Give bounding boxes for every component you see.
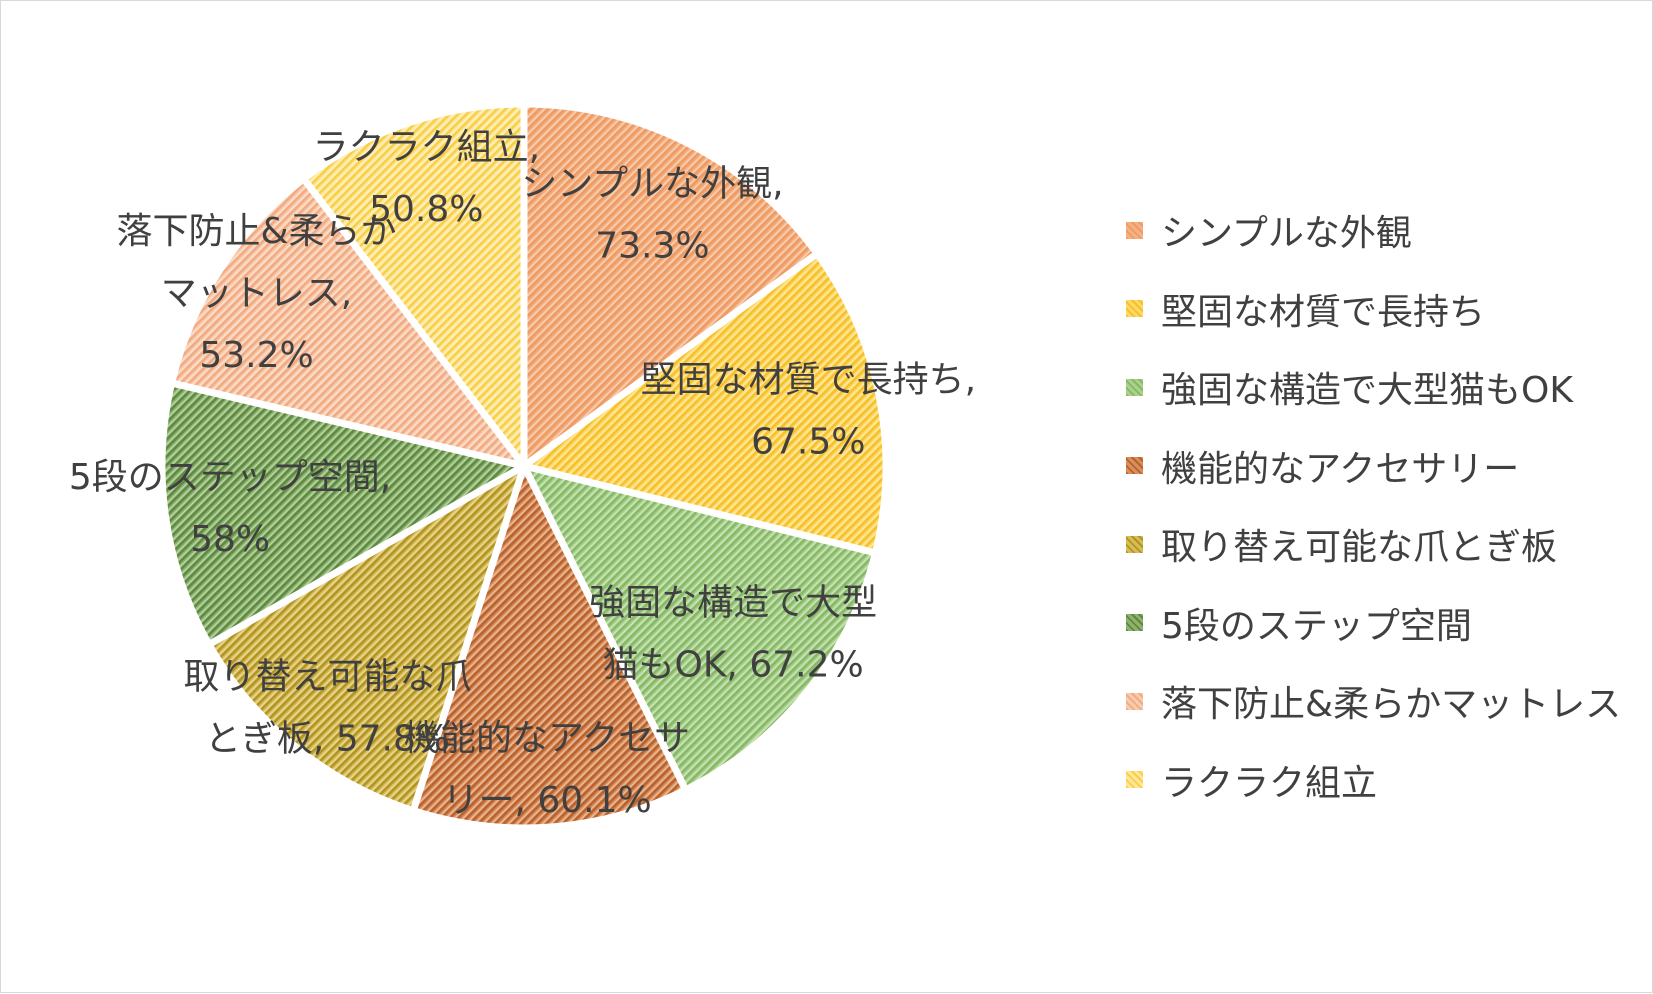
legend-label: 機能的なアクセサリー (1161, 448, 1520, 490)
pie-slice (300, 100, 528, 470)
data-label: 堅固な材質で長持ち, 67.5% (641, 360, 976, 463)
legend-label: 落下防止&柔らかマットレス (1161, 684, 1622, 726)
legend-label: 強固な構造で大型猫もOK (1161, 370, 1573, 412)
data-label: ラクラク組立, 50.8% (313, 127, 540, 230)
legend-item: 落下防止&柔らかマットレス (1126, 662, 1646, 741)
pie-slice (520, 100, 821, 470)
legend-swatch (1126, 457, 1143, 475)
pie-slice (520, 250, 890, 557)
legend-item: 強固な構造で大型猫もOK (1126, 348, 1646, 427)
pie-slices (158, 100, 890, 832)
legend-item: 5段のステップ空間 (1126, 584, 1646, 663)
data-label: 落下防止&柔らかマットレス, 53.2% (116, 211, 396, 376)
pie-slice (205, 462, 528, 815)
data-label: 機能的なアクセサリー, 60.1% (404, 718, 690, 821)
legend-item: シンプルな外観 (1126, 191, 1646, 270)
data-label: 5段のステップ空間, 58% (69, 457, 391, 560)
legend-label: シンプルな外観 (1161, 213, 1412, 255)
legend-item: 機能的なアクセサリー (1126, 427, 1646, 506)
pie-slice (158, 379, 528, 648)
legend-swatch (1126, 692, 1143, 710)
legend-label: 取り替え可能な爪とぎ板 (1161, 527, 1558, 569)
legend-swatch (1126, 378, 1143, 396)
legend-label: 堅固な材質で長持ち (1161, 291, 1486, 333)
data-label: シンプルな外観, 73.3% (521, 164, 783, 267)
pie-slice (409, 462, 690, 832)
pie-slice (168, 175, 528, 470)
legend-item: 取り替え可能な爪とぎ板 (1126, 505, 1646, 584)
legend-swatch (1126, 300, 1143, 318)
data-labels: シンプルな外観, 73.3% 堅固な材質で長持ち, 67.5% 強固な構造で大型猫もOK… (69, 127, 976, 821)
legend-swatch (1126, 614, 1143, 632)
legend-label: ラクラク組立 (1161, 762, 1378, 804)
legend: シンプルな外観 堅固な材質で長持ち 強固な構造で大型猫もOK 機能的なアクセサリ… (1126, 191, 1646, 819)
legend-item: ラクラク組立 (1126, 741, 1646, 820)
legend-swatch (1126, 771, 1143, 789)
legend-item: 堅固な材質で長持ち (1126, 270, 1646, 349)
legend-swatch (1126, 221, 1143, 239)
pie-slice (520, 462, 879, 794)
data-label: 取り替え可能な爪とぎ板, 57.8% (183, 657, 471, 760)
legend-swatch (1126, 535, 1143, 553)
legend-label: 5段のステップ空間 (1161, 605, 1472, 647)
data-label: 強固な構造で大型猫もOK, 67.2% (589, 582, 877, 685)
